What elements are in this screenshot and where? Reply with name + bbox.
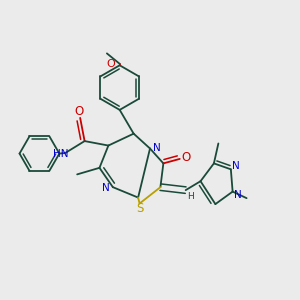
Text: N: N [153, 142, 160, 153]
Text: O: O [106, 59, 115, 69]
Text: H: H [187, 192, 194, 201]
Text: O: O [182, 151, 191, 164]
Text: HN: HN [53, 149, 68, 159]
Text: N: N [232, 161, 239, 171]
Text: O: O [74, 106, 84, 118]
Text: N: N [102, 183, 110, 193]
Text: S: S [136, 202, 143, 215]
Text: N: N [234, 190, 242, 200]
